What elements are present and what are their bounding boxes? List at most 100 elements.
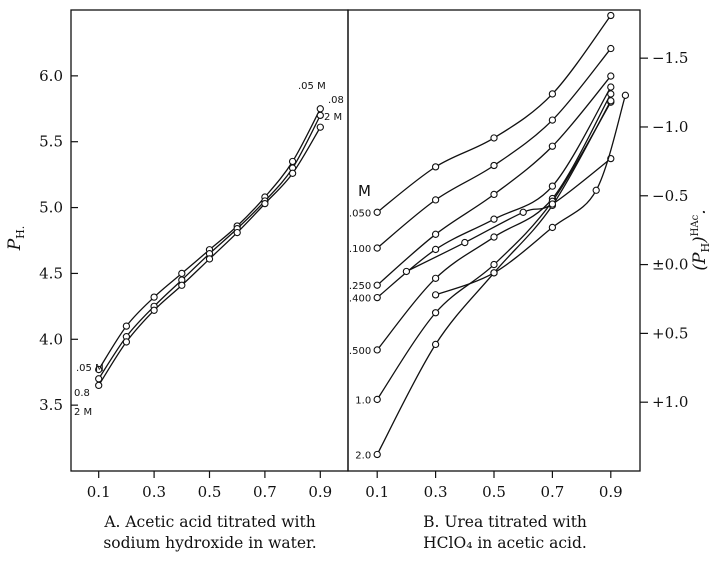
panel-a-y-tick-label: 5.5 bbox=[39, 133, 63, 151]
panel-b-series-line bbox=[435, 95, 627, 296]
panel-a-data-point bbox=[150, 306, 158, 314]
panel-a-data-point bbox=[122, 322, 131, 330]
panel-b-data-point bbox=[490, 269, 498, 277]
panel-b-data-point bbox=[373, 281, 381, 289]
panel-a-x-tick-label: 0.1 bbox=[87, 483, 111, 501]
panel-b-series-label: 2.0 bbox=[355, 450, 371, 461]
panel-b-data-point bbox=[373, 450, 381, 459]
panel-b-chart: 0.1 0.3 0.5 0.7 0.9−1.5−1.0−0.5±0.0+0.5+1.0 … bbox=[347, 9, 712, 501]
panel-a-caption-line-1: A. Acetic acid titrated with bbox=[104, 513, 316, 531]
panel-b-ylabel-sub: H bbox=[699, 243, 712, 253]
panel-b-data-point bbox=[373, 208, 381, 216]
panel-b-data-point bbox=[490, 134, 498, 142]
panel-b-data-point bbox=[621, 91, 630, 99]
panel-a-ylabel-main: P bbox=[5, 238, 25, 251]
panel-a-top-label-3: 2 M bbox=[324, 112, 342, 123]
panel-b-series-line bbox=[376, 100, 612, 455]
panel-b-x-tick-label: 0.1 bbox=[365, 483, 389, 501]
panel-a-data-point bbox=[150, 293, 158, 301]
panel-b-y-tick-label: −1.0 bbox=[652, 118, 688, 136]
panel-b-caption: B. Urea titrated with HClO₄ in acetic ac… bbox=[380, 512, 630, 554]
panel-a-left-label-2: 0.8 bbox=[74, 388, 90, 399]
panel-b-series-label: 1.0 bbox=[355, 395, 371, 406]
panel-b-x-tick-label: 0.3 bbox=[424, 483, 448, 501]
panel-a-y-tick-label: 5.0 bbox=[39, 199, 63, 217]
panel-b-ylabel-sup: HAc bbox=[690, 214, 701, 236]
panel-b-data-point bbox=[490, 260, 498, 269]
panel-b-y-axis-title: (PH)HAc. bbox=[690, 209, 712, 270]
panel-a-data-point bbox=[316, 123, 324, 131]
panel-b-data-point bbox=[607, 11, 615, 20]
panel-a-data-point bbox=[261, 199, 269, 208]
panel-a-y-axis-title: PH. bbox=[5, 226, 27, 252]
panel-b-caption-line-1: B. Urea titrated with bbox=[423, 513, 587, 531]
panel-b-data-point bbox=[373, 244, 381, 252]
panel-b-data-point bbox=[607, 72, 615, 80]
panel-a-caption: A. Acetic acid titrated with sodium hydr… bbox=[60, 512, 360, 554]
panel-b-y-tick-label: ±0.0 bbox=[652, 256, 688, 274]
panel-b-ylabel-dot: . bbox=[690, 209, 710, 214]
panel-a-y-tick-label: 3.5 bbox=[39, 396, 63, 414]
panel-b-x-tick-label: 0.7 bbox=[540, 483, 564, 501]
panel-a-data-point bbox=[316, 105, 324, 113]
panel-a-data-point bbox=[205, 255, 214, 263]
panel-b-data-point bbox=[431, 340, 440, 349]
panel-b-y-tick-label: −0.5 bbox=[652, 187, 688, 205]
panel-b-data-point bbox=[548, 200, 557, 208]
panel-b-series-label: .500 bbox=[349, 346, 371, 357]
panel-a-y-tick-label: 4.5 bbox=[39, 264, 63, 282]
panel-a-top-label-1: .05 M bbox=[298, 81, 326, 92]
panel-a-x-tick-label: 0.7 bbox=[253, 483, 277, 501]
panel-b-data-point bbox=[490, 190, 498, 199]
panel-b-data-point bbox=[373, 346, 381, 354]
panel-a-ylabel-sub: H. bbox=[14, 226, 27, 239]
panel-a-data-point bbox=[288, 169, 297, 177]
panel-a-left-label-3: 2 M bbox=[74, 407, 92, 418]
panel-b-data-point bbox=[607, 83, 615, 91]
panel-b-data-point bbox=[431, 196, 440, 204]
panel-b-series-line bbox=[406, 158, 612, 273]
panel-b-series-line bbox=[376, 75, 612, 286]
panel-a-caption-line-2: sodium hydroxide in water. bbox=[103, 534, 317, 552]
panel-b-series-line bbox=[376, 15, 612, 213]
panel-b-data-point bbox=[490, 161, 498, 170]
panel-b-x-tick-label: 0.9 bbox=[599, 483, 623, 501]
panel-a-top-label-2: .08 bbox=[328, 95, 344, 106]
panel-a-data-point bbox=[233, 228, 241, 237]
panel-b-y-tick-label: +0.5 bbox=[652, 324, 688, 342]
panel-b-series-label: .400 bbox=[349, 294, 371, 305]
panel-b-data-point bbox=[607, 90, 615, 98]
panel-a-data-point bbox=[316, 111, 324, 120]
panel-b-series-label: .250 bbox=[349, 281, 371, 292]
panel-a-data-point bbox=[178, 269, 186, 278]
panel-a-data-point bbox=[95, 365, 103, 374]
panel-b-ylabel-main: (P bbox=[690, 252, 710, 271]
panel-b-data-point bbox=[431, 291, 440, 299]
panel-a-x-tick-label: 0.3 bbox=[142, 483, 166, 501]
panel-b-data-point bbox=[548, 223, 557, 232]
panel-b-data-point bbox=[431, 245, 440, 254]
panel-b-data-point bbox=[548, 142, 557, 150]
panel-b-data-point bbox=[490, 233, 498, 241]
panel-b-x-tick-label: 0.5 bbox=[482, 483, 506, 501]
panel-b-data-point bbox=[607, 44, 615, 53]
panel-b-data-point bbox=[461, 238, 469, 247]
panel-a-left-label-1: .05 M bbox=[76, 363, 104, 374]
panel-b-data-point bbox=[431, 230, 440, 238]
panel-a-chart: 0.1 0.3 0.5 0.7 0.93.54.04.55.05.56.0 .05 M … bbox=[5, 9, 349, 501]
panel-b-data-point bbox=[592, 186, 600, 194]
panel-a-x-tick-label: 0.5 bbox=[198, 483, 222, 501]
panel-b-y-tick-label: −1.5 bbox=[652, 49, 688, 67]
panel-b-series-label: .100 bbox=[349, 244, 371, 255]
panel-a-data-point bbox=[95, 381, 103, 390]
panel-b-data-point bbox=[402, 267, 411, 276]
panel-b-ylabel-close: ) bbox=[690, 236, 710, 244]
panel-b-data-point bbox=[607, 97, 615, 105]
panel-b-series-label: .050 bbox=[349, 208, 371, 219]
panel-b-data-point bbox=[431, 163, 440, 171]
panel-b-series-line bbox=[376, 101, 612, 400]
panel-b-y-tick-label: +1.0 bbox=[652, 393, 688, 411]
panel-b-data-point bbox=[431, 309, 440, 317]
panel-b-data-point bbox=[548, 116, 557, 124]
panel-a-y-tick-label: 4.0 bbox=[39, 330, 63, 348]
